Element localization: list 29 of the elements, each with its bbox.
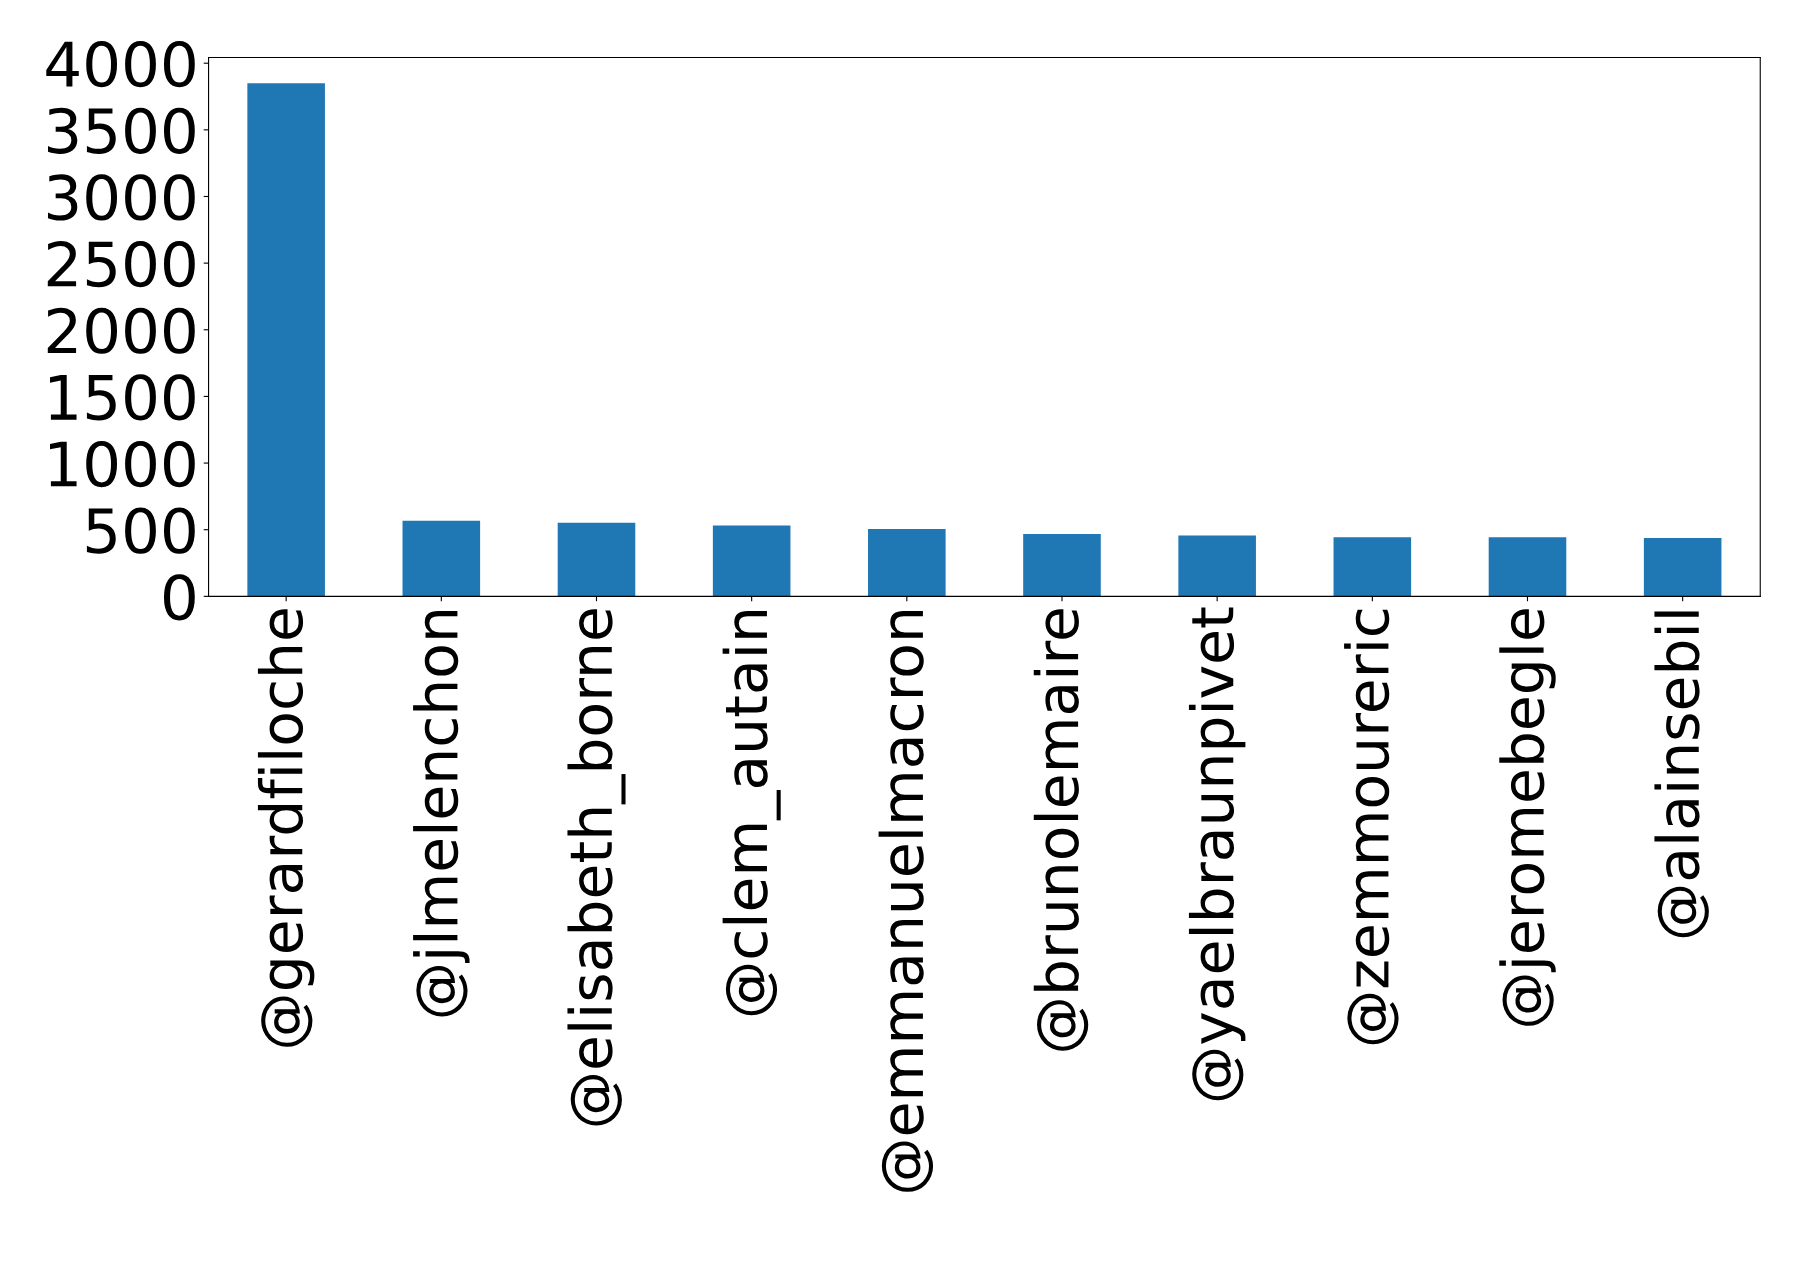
x-tick-label: @jlmelenchon [413, 611, 470, 1017]
y-tick-label: 4000 [46, 41, 195, 88]
bar [1488, 537, 1567, 597]
y-tick-label: 500 [86, 507, 195, 554]
x-tick-label: @jeromebegle [1499, 609, 1556, 1026]
y-tick-label: 3500 [47, 107, 195, 154]
x-tick-label: @yaelbraunpivet [1188, 607, 1246, 1101]
x-tick-label: @gerardfiloche [257, 609, 315, 1047]
y-tick-label: 1500 [50, 374, 195, 421]
bar [1643, 537, 1722, 597]
x-tick-label: @elisabeth_borne [567, 609, 626, 1126]
bar [1178, 535, 1256, 597]
y-tick-label: 0 [163, 574, 195, 621]
bar [247, 83, 325, 597]
x-tick-label: @zemmoureric [1344, 609, 1399, 1045]
y-tick-label: 3000 [47, 174, 195, 221]
x-tick-label: @alainsebil [1654, 611, 1709, 938]
y-tick-label: 1000 [50, 440, 195, 488]
x-tick-label: @clem_autain [722, 611, 781, 1016]
bar [557, 522, 636, 597]
x-tick-label: @brunolemaire [1033, 609, 1089, 1051]
y-tick-label: 2000 [47, 307, 195, 354]
bar [712, 525, 791, 597]
bar [1023, 533, 1101, 597]
bar [868, 528, 946, 597]
bar [1333, 537, 1412, 597]
x-tick-label: @emmanuelmacron [878, 611, 934, 1192]
y-tick-label: 2500 [47, 240, 195, 288]
bar [402, 520, 481, 597]
